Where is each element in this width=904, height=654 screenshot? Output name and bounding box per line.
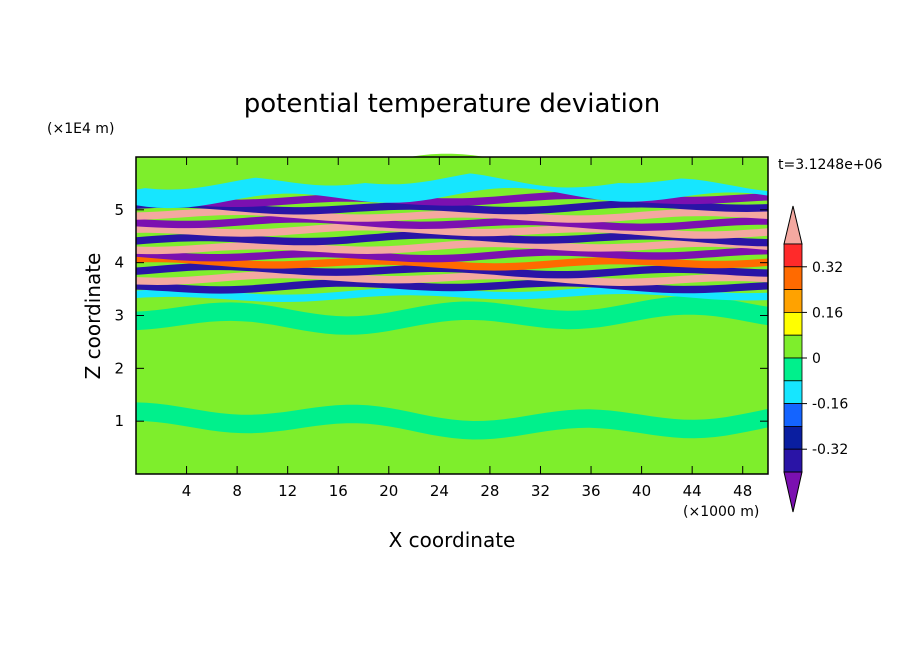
colorbar-segment bbox=[783, 357, 803, 382]
y-axis-label: Z coordinate bbox=[81, 253, 105, 380]
heatmap-layer bbox=[136, 286, 768, 302]
heatmap-layer bbox=[136, 215, 768, 231]
heatmap-plot-area bbox=[136, 153, 768, 474]
x-tick-label: 24 bbox=[430, 482, 449, 500]
colorbar-segment bbox=[783, 311, 803, 336]
heatmap-layer bbox=[136, 349, 768, 388]
colorbar-segment bbox=[783, 289, 803, 313]
x-tick-label: 20 bbox=[379, 482, 398, 500]
heatmap-layer bbox=[136, 402, 768, 440]
colorbar-segment bbox=[783, 334, 803, 359]
heatmap-layer bbox=[136, 270, 768, 286]
y-unit-label: (×1E4 m) bbox=[47, 121, 114, 137]
colorbar-label: -0.16 bbox=[812, 397, 848, 413]
y-tick-label: 5 bbox=[114, 201, 124, 219]
heatmap-layer bbox=[136, 262, 768, 279]
colorbar-segment bbox=[783, 380, 803, 404]
heatmap-layer bbox=[136, 296, 768, 335]
x-tick-label: 8 bbox=[232, 482, 242, 500]
x-tick-label: 4 bbox=[182, 482, 192, 500]
colorbar-extend-min bbox=[783, 471, 803, 513]
y-tick-label: 1 bbox=[114, 412, 124, 430]
x-tick-label: 12 bbox=[278, 482, 297, 500]
heatmap-layer bbox=[136, 200, 768, 215]
heatmap-layer bbox=[136, 434, 768, 472]
colorbar-segment bbox=[783, 425, 803, 450]
colorbar-segment bbox=[783, 448, 803, 473]
y-tick-label: 3 bbox=[114, 307, 124, 325]
x-tick-label: 28 bbox=[480, 482, 499, 500]
x-tick-label: 32 bbox=[531, 482, 550, 500]
colorbar-label: 0.16 bbox=[812, 305, 843, 321]
y-tick-label: 2 bbox=[114, 359, 124, 377]
y-axis: 1 2 3 4 5 bbox=[114, 201, 768, 430]
chart-title: potential temperature deviation bbox=[244, 89, 660, 119]
x-tick-label: 36 bbox=[581, 482, 600, 500]
heatmap-layer bbox=[136, 231, 768, 247]
colorbar: 0.32 0.16 0 -0.16 -0.32 bbox=[783, 205, 848, 513]
time-label: t=3.1248e+06 bbox=[778, 157, 882, 173]
colorbar-label: 0 bbox=[812, 351, 821, 367]
colorbar-label: -0.32 bbox=[812, 442, 848, 458]
y-tick-label: 4 bbox=[114, 254, 124, 272]
x-tick-label: 48 bbox=[733, 482, 752, 500]
x-tick-label: 16 bbox=[329, 482, 348, 500]
x-axis-label: X coordinate bbox=[389, 528, 516, 552]
x-tick-label: 40 bbox=[632, 482, 651, 500]
colorbar-extend-max bbox=[783, 205, 803, 245]
x-tick-label: 44 bbox=[683, 482, 702, 500]
x-unit-label: (×1000 m) bbox=[683, 504, 759, 520]
heatmap-layer bbox=[136, 254, 768, 271]
colorbar-segment bbox=[783, 266, 803, 290]
colorbar-segment bbox=[783, 403, 803, 427]
heatmap-layer bbox=[136, 153, 768, 192]
colorbar-label: 0.32 bbox=[812, 260, 843, 276]
x-axis: 4 8 12 16 20 24 28 32 36 40 44 48 bbox=[182, 157, 752, 500]
colorbar-segment bbox=[783, 243, 803, 268]
